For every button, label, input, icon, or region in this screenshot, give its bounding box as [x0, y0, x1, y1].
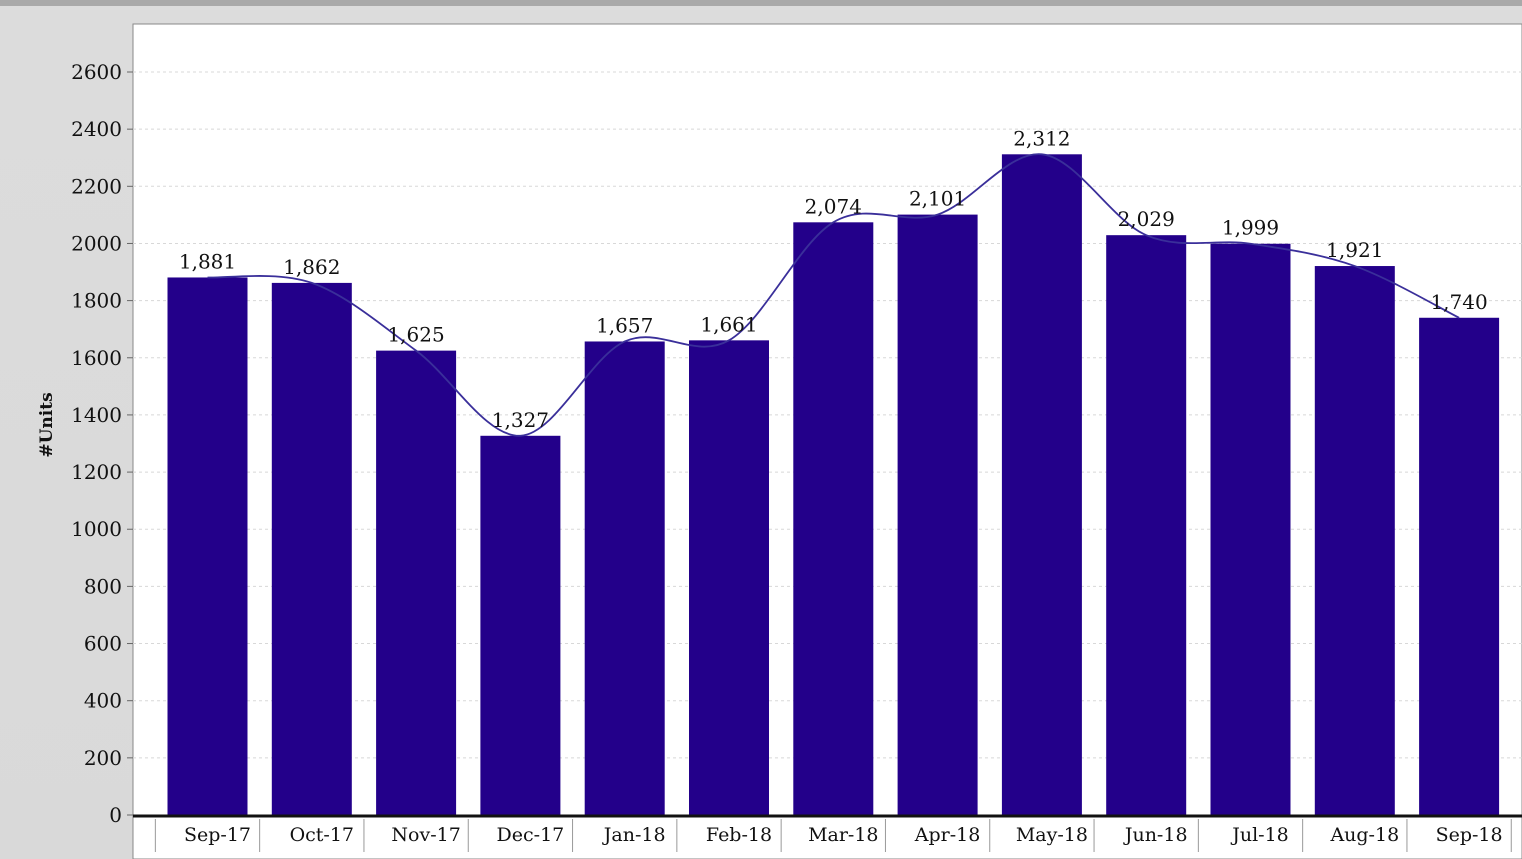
bar: [689, 340, 769, 815]
y-tick-label: 0: [109, 803, 122, 827]
bar: [897, 214, 978, 815]
x-tick-label: Sep-17: [184, 824, 251, 846]
x-tick-label: Jul-18: [1230, 824, 1289, 846]
data-label: 1,921: [1326, 238, 1383, 262]
bar: [1210, 243, 1291, 815]
y-tick-label: 2200: [71, 174, 122, 198]
y-tick-label: 800: [84, 574, 122, 598]
y-tick-label: 200: [84, 746, 122, 770]
data-label: 2,029: [1118, 207, 1175, 231]
data-label: 1,657: [596, 313, 653, 337]
x-tick-label: Nov-17: [391, 824, 460, 846]
data-label: 1,999: [1222, 216, 1279, 240]
bar: [167, 277, 248, 815]
x-tick-label: Mar-18: [808, 824, 878, 846]
data-label: 1,661: [700, 312, 757, 336]
bar: [793, 222, 874, 815]
y-axis-ticks: 0 200 400 600 800 1000 1200 1400 1600 1800 2000 220…: [71, 60, 133, 827]
x-tick-label: Feb-18: [706, 824, 772, 846]
data-label: 1,862: [283, 255, 340, 279]
y-tick-label: 600: [84, 632, 122, 656]
bar: [1419, 317, 1500, 815]
x-tick-label: Apr-18: [914, 824, 981, 846]
x-tick-label: Dec-17: [497, 824, 565, 846]
x-tick-label: Aug-18: [1329, 824, 1399, 846]
bars: [167, 154, 1500, 816]
data-label: 1,327: [492, 408, 549, 432]
bar: [584, 341, 665, 815]
x-tick-label: Jun-18: [1123, 824, 1188, 846]
x-tick-label: May-18: [1016, 824, 1088, 846]
data-labels: 1,881 1,862 1,625 1,327 1,657 1,661 2,074 2,101…: [179, 126, 1488, 431]
y-tick-label: 1400: [71, 403, 122, 427]
y-tick-label: 1800: [71, 289, 122, 313]
y-tick-label: 2600: [71, 60, 122, 84]
bar: [1001, 154, 1082, 816]
y-tick-label: 2400: [71, 117, 122, 141]
data-label: 2,312: [1013, 126, 1070, 150]
data-label: 1,625: [387, 323, 444, 347]
data-label: 2,101: [909, 187, 966, 211]
y-tick-label: 1600: [71, 346, 122, 370]
y-tick-label: 2000: [71, 231, 122, 255]
x-axis: Sep-17 Oct-17 Nov-17 Dec-17 Jan-18 Feb-18 Mar-…: [133, 814, 1522, 852]
bar: [1106, 235, 1187, 816]
x-tick-label: Jan-18: [602, 824, 666, 846]
data-label: 1,740: [1430, 290, 1487, 314]
data-label: 2,074: [805, 194, 862, 218]
y-tick-label: 400: [84, 689, 122, 713]
bar: [271, 282, 352, 815]
data-label: 1,881: [179, 249, 236, 273]
y-tick-label: 1000: [71, 517, 122, 541]
bar: [1314, 266, 1395, 815]
bar: [480, 435, 561, 815]
bar: [376, 350, 457, 815]
y-tick-label: 1200: [71, 460, 122, 484]
trend-line: [207, 153, 1460, 437]
x-tick-label: Oct-17: [290, 824, 354, 846]
x-tick-label: Sep-18: [1436, 824, 1503, 846]
y-axis-label: #Units: [37, 392, 57, 457]
